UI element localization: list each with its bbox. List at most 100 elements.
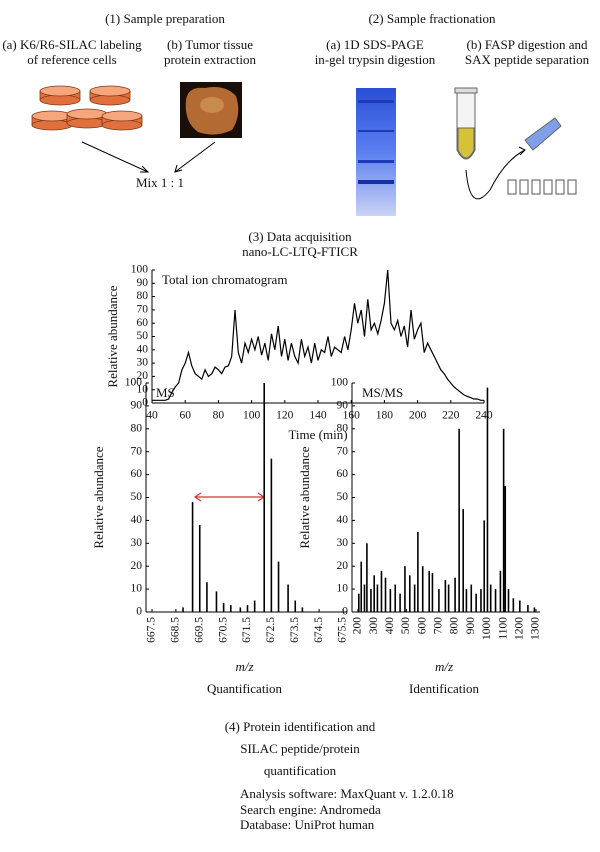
x-axis-label: m/z xyxy=(435,659,453,674)
y-tick-label: 30 xyxy=(131,537,143,549)
vials xyxy=(507,179,577,195)
caption: Identification xyxy=(409,681,480,696)
x-tick-label: 1000 xyxy=(481,617,493,640)
step4-title: (4) Protein identification and xyxy=(225,719,376,734)
y-tick-label: 10 xyxy=(337,583,349,595)
y-tick-label: 70 xyxy=(131,445,143,457)
y-tick-label: 30 xyxy=(137,357,149,369)
x-tick-label: 180 xyxy=(376,410,394,422)
y-tick-label: 0 xyxy=(142,397,148,409)
y-tick-label: 40 xyxy=(337,514,349,526)
x-tick-label: 1300 xyxy=(530,617,542,640)
y-tick-label: 40 xyxy=(131,514,143,526)
y-tick-label: 50 xyxy=(137,330,149,342)
caption: Quantification xyxy=(207,681,283,696)
x-tick-label: 200 xyxy=(352,617,364,635)
fasp-tube xyxy=(454,87,562,200)
x-tick-label: 670.5 xyxy=(217,617,229,643)
annotation: Total ion chromatogram xyxy=(162,272,287,287)
y-tick-label: 60 xyxy=(337,468,349,480)
step1b-label: protein extraction xyxy=(164,52,257,67)
annotation: MS/MS xyxy=(362,385,403,400)
step2b-label: SAX peptide separation xyxy=(465,52,590,67)
y-tick-label: 90 xyxy=(137,277,149,289)
x-tick-label: 300 xyxy=(368,617,380,635)
x-tick-label: 600 xyxy=(416,617,428,635)
x-tick-label: 674.5 xyxy=(313,617,325,643)
x-tick-label: 200 xyxy=(409,410,427,422)
x-tick-label: 1200 xyxy=(513,617,525,640)
step2b-label: (b) FASP digestion and xyxy=(467,37,588,52)
y-tick-label: 70 xyxy=(137,304,149,316)
x-tick-label: 675.5 xyxy=(337,617,349,643)
x-tick-label: 120 xyxy=(276,410,294,422)
x-tick-label: 40 xyxy=(146,410,158,422)
annotation: MS xyxy=(156,385,175,400)
y-tick-label: 60 xyxy=(137,317,149,329)
step4-title: quantification xyxy=(264,763,337,778)
culture-dishes xyxy=(31,85,143,131)
step4-detail: Search engine: Andromeda xyxy=(240,802,381,817)
x-tick-label: 100 xyxy=(243,410,261,422)
step1a-label: of reference cells xyxy=(27,52,117,67)
step3-title: nano-LC-LTQ-FTICR xyxy=(242,244,358,259)
y-tick-label: 100 xyxy=(331,377,349,389)
y-tick-label: 100 xyxy=(125,377,143,389)
x-tick-label: 400 xyxy=(384,617,396,635)
step1b-label: (b) Tumor tissue xyxy=(167,37,253,52)
gel-lane xyxy=(356,88,396,216)
tumor-tissue xyxy=(180,82,242,138)
y-tick-label: 100 xyxy=(131,264,149,276)
y-tick-label: 80 xyxy=(337,422,349,434)
y-tick-label: 90 xyxy=(131,400,143,412)
y-tick-label: 20 xyxy=(337,560,349,572)
x-tick-label: 500 xyxy=(400,617,412,635)
step4-detail: Database: UniProt human xyxy=(240,817,375,832)
y-tick-label: 90 xyxy=(337,400,349,412)
y-tick-label: 50 xyxy=(131,491,143,503)
y-tick-label: 40 xyxy=(137,343,149,355)
x-tick-label: 80 xyxy=(213,410,225,422)
x-tick-label: 140 xyxy=(309,410,327,422)
x-tick-label: 673.5 xyxy=(289,617,301,643)
y-tick-label: 10 xyxy=(131,583,143,595)
step4-title: SILAC peptide/protein xyxy=(240,741,360,756)
x-tick-label: 160 xyxy=(343,410,361,422)
x-tick-label: 240 xyxy=(475,410,493,422)
y-tick-label: 20 xyxy=(131,560,143,572)
y-axis-label: Relative abundance xyxy=(91,446,106,548)
step2-title: (2) Sample fractionation xyxy=(368,11,496,26)
y-tick-label: 10 xyxy=(137,383,149,395)
mix-label: Mix 1 : 1 xyxy=(136,175,184,190)
x-tick-label: 668.5 xyxy=(170,617,182,643)
y-axis-label: Relative abundance xyxy=(105,285,120,387)
step2a-label: (a) 1D SDS-PAGE xyxy=(326,37,424,52)
x-axis-label: Time (min) xyxy=(288,427,347,442)
step4-detail: Analysis software: MaxQuant v. 1.2.0.18 xyxy=(240,786,454,801)
step3-title: (3) Data acquisition xyxy=(248,229,352,244)
y-tick-label: 30 xyxy=(337,537,349,549)
y-tick-label: 0 xyxy=(342,606,348,618)
x-tick-label: 671.5 xyxy=(241,617,253,643)
y-axis-label: Relative abundance xyxy=(297,446,312,548)
x-tick-label: 60 xyxy=(179,410,191,422)
x-tick-label: 672.5 xyxy=(265,617,277,643)
y-tick-label: 0 xyxy=(136,606,142,618)
step2a-label: in-gel trypsin digestion xyxy=(315,52,436,67)
y-tick-label: 80 xyxy=(131,422,143,434)
x-tick-label: 700 xyxy=(433,617,445,635)
x-tick-label: 669.5 xyxy=(193,617,205,643)
arrows xyxy=(81,141,216,173)
x-tick-label: 667.5 xyxy=(146,617,158,643)
x-tick-label: 900 xyxy=(465,617,477,635)
y-tick-label: 20 xyxy=(137,370,149,382)
x-axis-label: m/z xyxy=(235,659,253,674)
y-tick-label: 60 xyxy=(131,468,143,480)
x-tick-label: 1100 xyxy=(497,617,509,640)
step1-title: (1) Sample preparation xyxy=(105,11,225,26)
chromatogram-line xyxy=(152,269,484,401)
y-tick-label: 70 xyxy=(337,445,349,457)
ratio-arrow xyxy=(193,492,266,502)
y-tick-label: 80 xyxy=(137,290,149,302)
